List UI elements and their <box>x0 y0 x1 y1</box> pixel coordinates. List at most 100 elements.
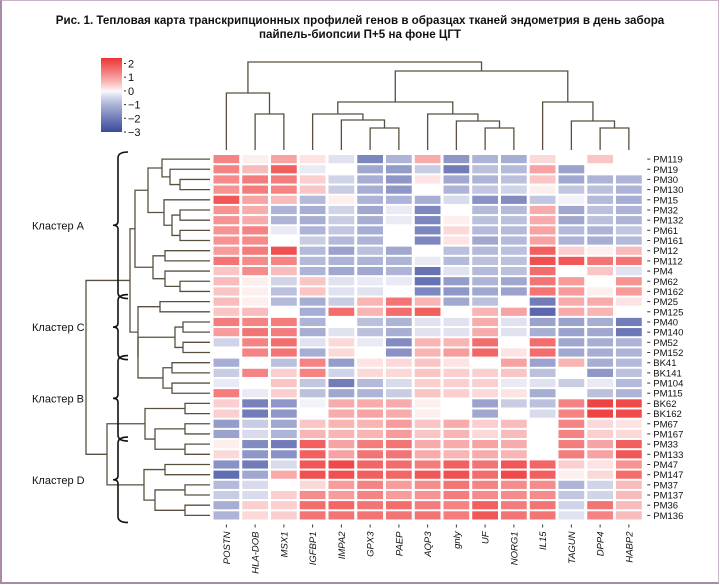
heatmap-cell <box>299 165 326 174</box>
heatmap-cell <box>472 216 498 225</box>
heatmap-cell <box>443 511 470 520</box>
heatmap-cell <box>587 511 613 520</box>
heatmap-cell <box>501 216 527 225</box>
heatmap-cell <box>357 195 383 204</box>
heatmap-cell <box>242 389 268 398</box>
heatmap-cell <box>271 236 297 245</box>
heatmap-cell <box>501 440 527 449</box>
heatmap-cell <box>472 399 498 408</box>
heatmap-cell <box>443 389 470 398</box>
heatmap-cell <box>242 195 268 204</box>
heatmap-cell <box>328 317 355 327</box>
heatmap-cell <box>529 277 556 286</box>
heatmap-cell <box>443 165 470 174</box>
heatmap-cell <box>271 338 297 347</box>
dendrogram-branch <box>541 101 594 150</box>
row-label: PM133 <box>653 450 683 461</box>
heatmap-cell <box>271 419 297 428</box>
heatmap-cell <box>501 429 527 439</box>
heatmap-cell <box>242 287 268 296</box>
heatmap-cell <box>414 155 441 164</box>
heatmap-cell <box>357 338 383 347</box>
heatmap-cell <box>357 277 383 286</box>
heatmap-cell <box>616 348 642 357</box>
column-label: HLA-DOB <box>251 531 262 574</box>
column-label: DPP4 <box>596 531 607 556</box>
heatmap-cell <box>328 297 355 306</box>
heatmap-cell <box>529 287 556 296</box>
dendrogram-branch <box>171 382 210 394</box>
heatmap-cell <box>357 450 383 459</box>
row-label: PM162 <box>653 287 683 298</box>
heatmap-cell <box>213 338 240 347</box>
heatmap-cell <box>213 399 240 408</box>
heatmap-cell <box>299 287 326 296</box>
heatmap-cell <box>558 358 585 367</box>
heatmap-cell <box>242 155 268 164</box>
heatmap-cell <box>242 419 268 428</box>
heatmap-cell <box>357 246 383 255</box>
heatmap-cell <box>328 195 355 204</box>
heatmap-cell <box>271 246 297 255</box>
heatmap-cell <box>213 358 240 367</box>
heatmap-cell <box>587 205 613 215</box>
heatmap-cell <box>501 226 527 235</box>
heatmap-cell <box>357 256 383 265</box>
heatmap-cell <box>299 348 326 357</box>
heatmap-cell <box>242 165 268 174</box>
heatmap-cell <box>529 165 556 174</box>
heatmap-cell <box>414 501 441 510</box>
heatmap-cell <box>271 501 297 510</box>
heatmap-cell <box>242 266 268 276</box>
heatmap-cell <box>587 399 613 408</box>
heatmap-cell <box>558 226 585 235</box>
heatmap-cell <box>242 256 268 265</box>
heatmap-cell <box>414 440 441 449</box>
heatmap-cell <box>213 246 240 255</box>
heatmap-cell <box>271 287 297 296</box>
column-label: IL15 <box>538 531 549 550</box>
row-label: PM4 <box>653 267 673 278</box>
heatmap-cell <box>386 236 412 245</box>
heatmap-cell <box>299 419 326 428</box>
heatmap-cell <box>357 399 383 408</box>
heatmap-cell <box>472 307 498 316</box>
dendrogram-branch <box>134 189 153 268</box>
heatmap-cell <box>299 155 326 164</box>
heatmap-cell <box>299 205 326 215</box>
heatmap-cell <box>242 175 268 184</box>
heatmap-cell <box>616 216 642 225</box>
heatmap-cell <box>328 165 355 174</box>
heatmap-cell <box>299 216 326 225</box>
heatmap-cell <box>529 195 556 204</box>
heatmap-cell <box>501 450 527 459</box>
heatmap-cell <box>616 480 642 489</box>
heatmap-cell <box>386 216 412 225</box>
heatmap-cell <box>414 450 441 459</box>
heatmap-cell <box>299 511 326 520</box>
heatmap-cell <box>587 226 613 235</box>
row-label: PM62 <box>653 277 678 288</box>
heatmap-cell <box>357 358 383 367</box>
heatmap-cell <box>587 429 613 439</box>
dendrogram-branch <box>144 407 185 440</box>
heatmap-cell <box>213 490 240 500</box>
heatmap-cell <box>501 185 527 194</box>
heatmap-cell <box>357 501 383 510</box>
heatmap-cell <box>414 409 441 418</box>
cluster-brace <box>112 354 129 442</box>
heatmap-cell <box>529 480 556 489</box>
row-label: PM47 <box>653 460 678 471</box>
heatmap-cell <box>386 450 412 459</box>
heatmap-cell <box>386 185 412 194</box>
column-labels: POSTN HLA-DOB MSX1 IGFBP1 IMPA2 GPX3 PAEP AQP3 g… <box>222 524 635 574</box>
heatmap-cell <box>213 297 240 306</box>
heatmap-cell <box>328 409 355 418</box>
heatmap-cell <box>414 205 441 215</box>
legend-tick-label: −2 <box>128 113 141 125</box>
heatmap-cell <box>472 226 498 235</box>
heatmap-cells <box>213 155 642 520</box>
heatmap-cell <box>299 328 326 337</box>
heatmap-cell <box>472 338 498 347</box>
heatmap-cell <box>443 480 470 489</box>
